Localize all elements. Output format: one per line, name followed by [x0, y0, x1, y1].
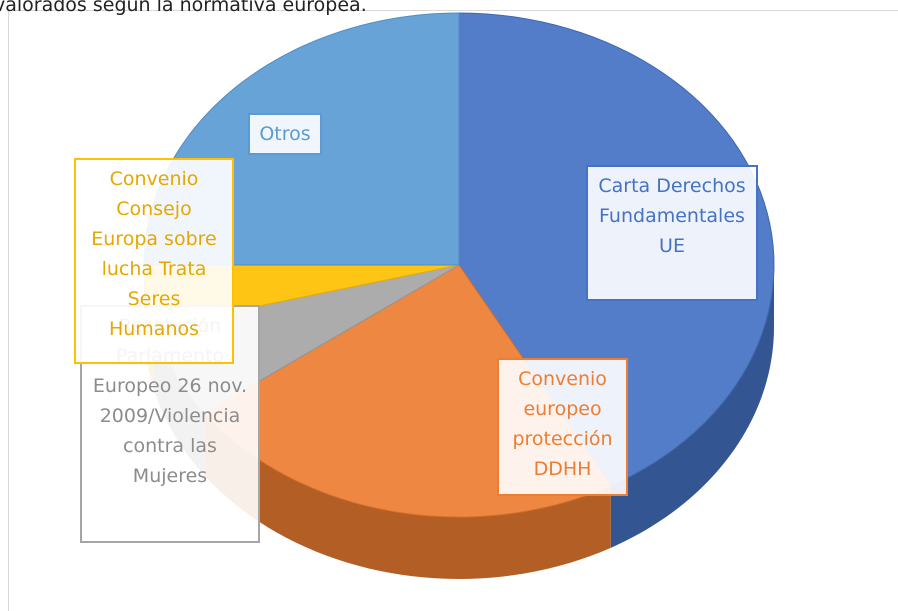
slice-side [204, 413, 611, 579]
chart-title: valorados según la normativa europea. [0, 0, 367, 16]
slice-side [610, 265, 774, 548]
data-label: Convenio europeo protección DDHH [497, 358, 628, 496]
data-label: Convenio Consejo Europa sobre lucha Trat… [74, 158, 234, 364]
data-label: Otros [248, 113, 322, 155]
chart-frame [8, 10, 898, 611]
data-label: Carta Derechos Fundamentales UE [586, 165, 758, 301]
